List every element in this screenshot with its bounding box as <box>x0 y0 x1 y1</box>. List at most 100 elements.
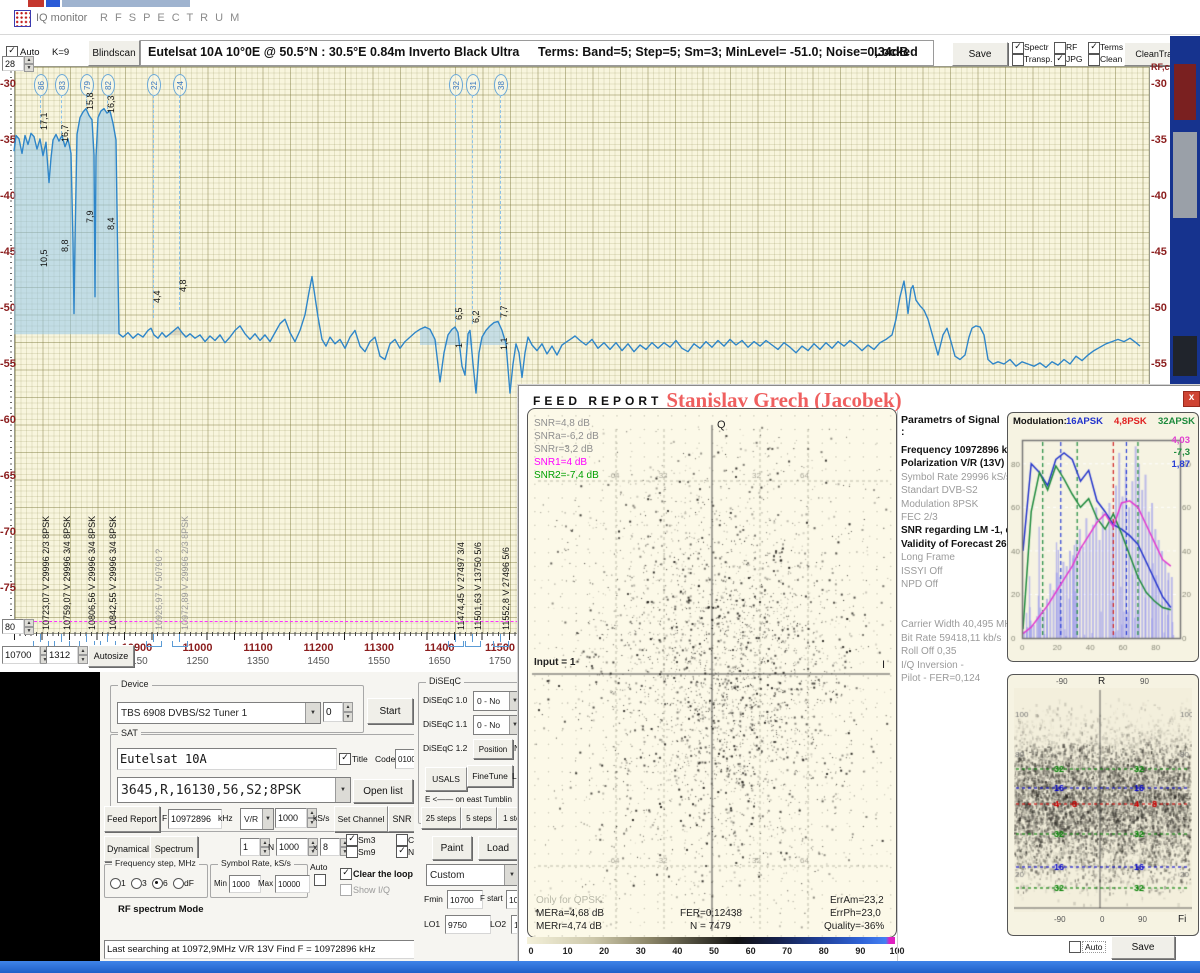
transponder-bracket-tick <box>40 634 41 642</box>
wf-save-button[interactable]: Save <box>1111 936 1175 959</box>
titlebar-separator <box>0 34 1200 35</box>
step3-radio[interactable] <box>131 878 142 889</box>
density-gradient-bar <box>527 937 895 944</box>
x-axis-tick-if: 1650 <box>420 656 460 667</box>
finetune-button[interactable]: FineTune <box>467 765 513 787</box>
diseqc11-select[interactable]: 0 - No▼ <box>473 715 521 735</box>
modulation-side-values: 4,03-7,31,87 <box>1152 435 1190 471</box>
sr-min-field[interactable]: 1000 <box>229 875 261 893</box>
transponder-bracket-tick <box>500 634 501 642</box>
frequency-field[interactable]: 10972896 <box>168 809 222 829</box>
x-axis-tick-mhz: 11400 <box>420 642 460 654</box>
y-axis-tick-right: -30 <box>1151 78 1171 90</box>
snr-button[interactable]: SNR <box>388 806 416 832</box>
snr-readouts: SNR=4,8 dBSNRa=-6,2 dBSNRr=3,2 dBSNR1=4 … <box>534 417 599 482</box>
param-row: ISSYI Off <box>901 565 1005 578</box>
steps25-button[interactable]: 25 steps <box>421 807 461 829</box>
noise-checkbox[interactable] <box>396 846 408 858</box>
symrate-group: Symbol Rate, kS/s Min 1000 Max 10000 <box>210 864 308 898</box>
autosize-button[interactable]: Autosize <box>88 645 134 667</box>
density-scale-tick: 20 <box>594 946 614 956</box>
diseqc10-select[interactable]: 0 - No▼ <box>473 691 521 711</box>
param-row: Bit Rate 59418,11 kb/s <box>901 632 1005 645</box>
density-scale-tick: 0 <box>521 946 541 956</box>
sm3-label: Sm3 <box>358 835 375 845</box>
terms-checkbox[interactable] <box>1088 42 1100 54</box>
clean-checkbox[interactable] <box>1088 54 1100 66</box>
top-scale-spinner[interactable]: 28 ▲▼ <box>2 56 34 71</box>
sm3-checkbox[interactable] <box>346 834 358 846</box>
spectr-checkbox[interactable] <box>1012 42 1024 54</box>
step1-radio[interactable] <box>110 878 121 889</box>
density-scale: 0102030405060708090100 <box>519 946 919 958</box>
param-row: Modulation 8PSK <box>901 498 1005 511</box>
modulation-panel: Modulation: 16APSK 4,8PSK 32APSK 4,03-7,… <box>1007 412 1199 662</box>
locked-status: Locked <box>874 45 918 59</box>
snr-line: SNR2=-7,4 dB <box>534 469 599 482</box>
sr-max-field[interactable]: 10000 <box>275 875 310 893</box>
band-select[interactable]: Custom▼ <box>426 864 520 886</box>
set-channel-button[interactable]: Set Channel <box>334 806 388 832</box>
params-separator <box>897 410 898 973</box>
jpg-checkbox[interactable] <box>1054 54 1066 66</box>
taskbar[interactable] <box>0 961 1200 973</box>
param-row: NPD Off <box>901 578 1005 591</box>
snr-line: SNR=4,8 dB <box>534 417 599 430</box>
tuner-index-spinner[interactable]: 0 ▲▼ <box>323 702 353 722</box>
wf-auto-checkbox[interactable] <box>1069 941 1081 953</box>
density-scale-tick: 40 <box>667 946 687 956</box>
step6-radio[interactable] <box>152 878 163 889</box>
spectr-label: Spectr <box>1024 42 1049 52</box>
bottom-scale-spinner[interactable]: 80 ▲▼ <box>2 619 34 634</box>
modulation-side-value: 1,87 <box>1152 459 1190 471</box>
show-iq-checkbox[interactable] <box>340 884 352 896</box>
params-title: Parametrs of Signal : <box>901 414 1005 438</box>
polarization-select[interactable]: V/R▼ <box>240 808 274 830</box>
diseqc-panel: DiSEqC DiSEqC 1.0 0 - No▼ DiSEqC 1.1 0 -… <box>414 672 524 961</box>
i-axis-label: I <box>882 659 885 671</box>
khz-label: kHz <box>218 813 233 823</box>
loop-count-spinner[interactable]: 1 ▲▼ <box>240 838 270 856</box>
fmin-field[interactable]: 10700 <box>447 890 483 909</box>
legend-32apsk: 32APSK <box>1158 416 1195 427</box>
lo1-field[interactable]: 9750 <box>445 915 491 934</box>
clear-loop-checkbox[interactable] <box>340 868 352 880</box>
terms-label: Terms <box>1100 42 1123 52</box>
open-list-button[interactable]: Open list <box>353 779 413 803</box>
sat-name-field[interactable]: Eutelsat 10A <box>117 748 337 770</box>
feed-report-button[interactable]: Feed Report <box>104 806 160 832</box>
transponder-bracket-tick <box>153 634 154 642</box>
position-button[interactable]: Position <box>473 739 513 759</box>
symbolrate-spinner[interactable]: 1000 ▲▼ <box>275 808 317 828</box>
sm9-checkbox[interactable] <box>346 846 358 858</box>
fstart-spinner[interactable]: 10700 ▲▼ <box>2 646 50 664</box>
n-label: N <box>268 842 274 852</box>
transponder-bracket-tick <box>179 634 180 642</box>
merr-value: MERr=4,74 dB <box>536 921 602 932</box>
transponder-bracket-tick <box>86 634 87 642</box>
tuner-select[interactable]: TBS 6908 DVBS/S2 Tuner 1▼ <box>117 702 321 724</box>
transp-checkbox[interactable] <box>1012 54 1024 66</box>
title-checkbox[interactable] <box>339 753 351 765</box>
param-row: Roll Off 0,35 <box>901 645 1005 658</box>
paint-button[interactable]: Paint <box>432 836 472 860</box>
sr-auto-checkbox[interactable] <box>314 874 326 886</box>
wf-bottom-0: 0 <box>1100 915 1104 924</box>
save-spectrum-button[interactable]: Save <box>952 42 1008 66</box>
stepdf-radio[interactable] <box>173 878 184 889</box>
span-spinner[interactable]: 1312 ▲▼ <box>46 646 88 664</box>
channel-select[interactable]: 3645,R,16130,56,S2;8PSK▼ <box>117 777 351 803</box>
steps5-button[interactable]: 5 steps <box>461 807 497 829</box>
wf-axis-fi: Fi <box>1178 914 1186 925</box>
start-button[interactable]: Start <box>367 698 413 724</box>
param-row: Frequency 10972896 kHz <box>901 444 1005 457</box>
transponder-bracket <box>465 641 481 647</box>
load-button[interactable]: Load <box>478 836 518 860</box>
points-spinner[interactable]: 1000 ▲▼ <box>276 838 318 856</box>
wf-bottom-90: 90 <box>1138 915 1147 924</box>
blindscan-button[interactable]: Blindscan <box>88 40 140 66</box>
sr-auto-label: Auto <box>310 862 328 872</box>
close-icon[interactable]: x <box>1183 391 1200 407</box>
usals-button[interactable]: USALS <box>425 767 467 791</box>
clean-label: Clean <box>1100 54 1122 64</box>
